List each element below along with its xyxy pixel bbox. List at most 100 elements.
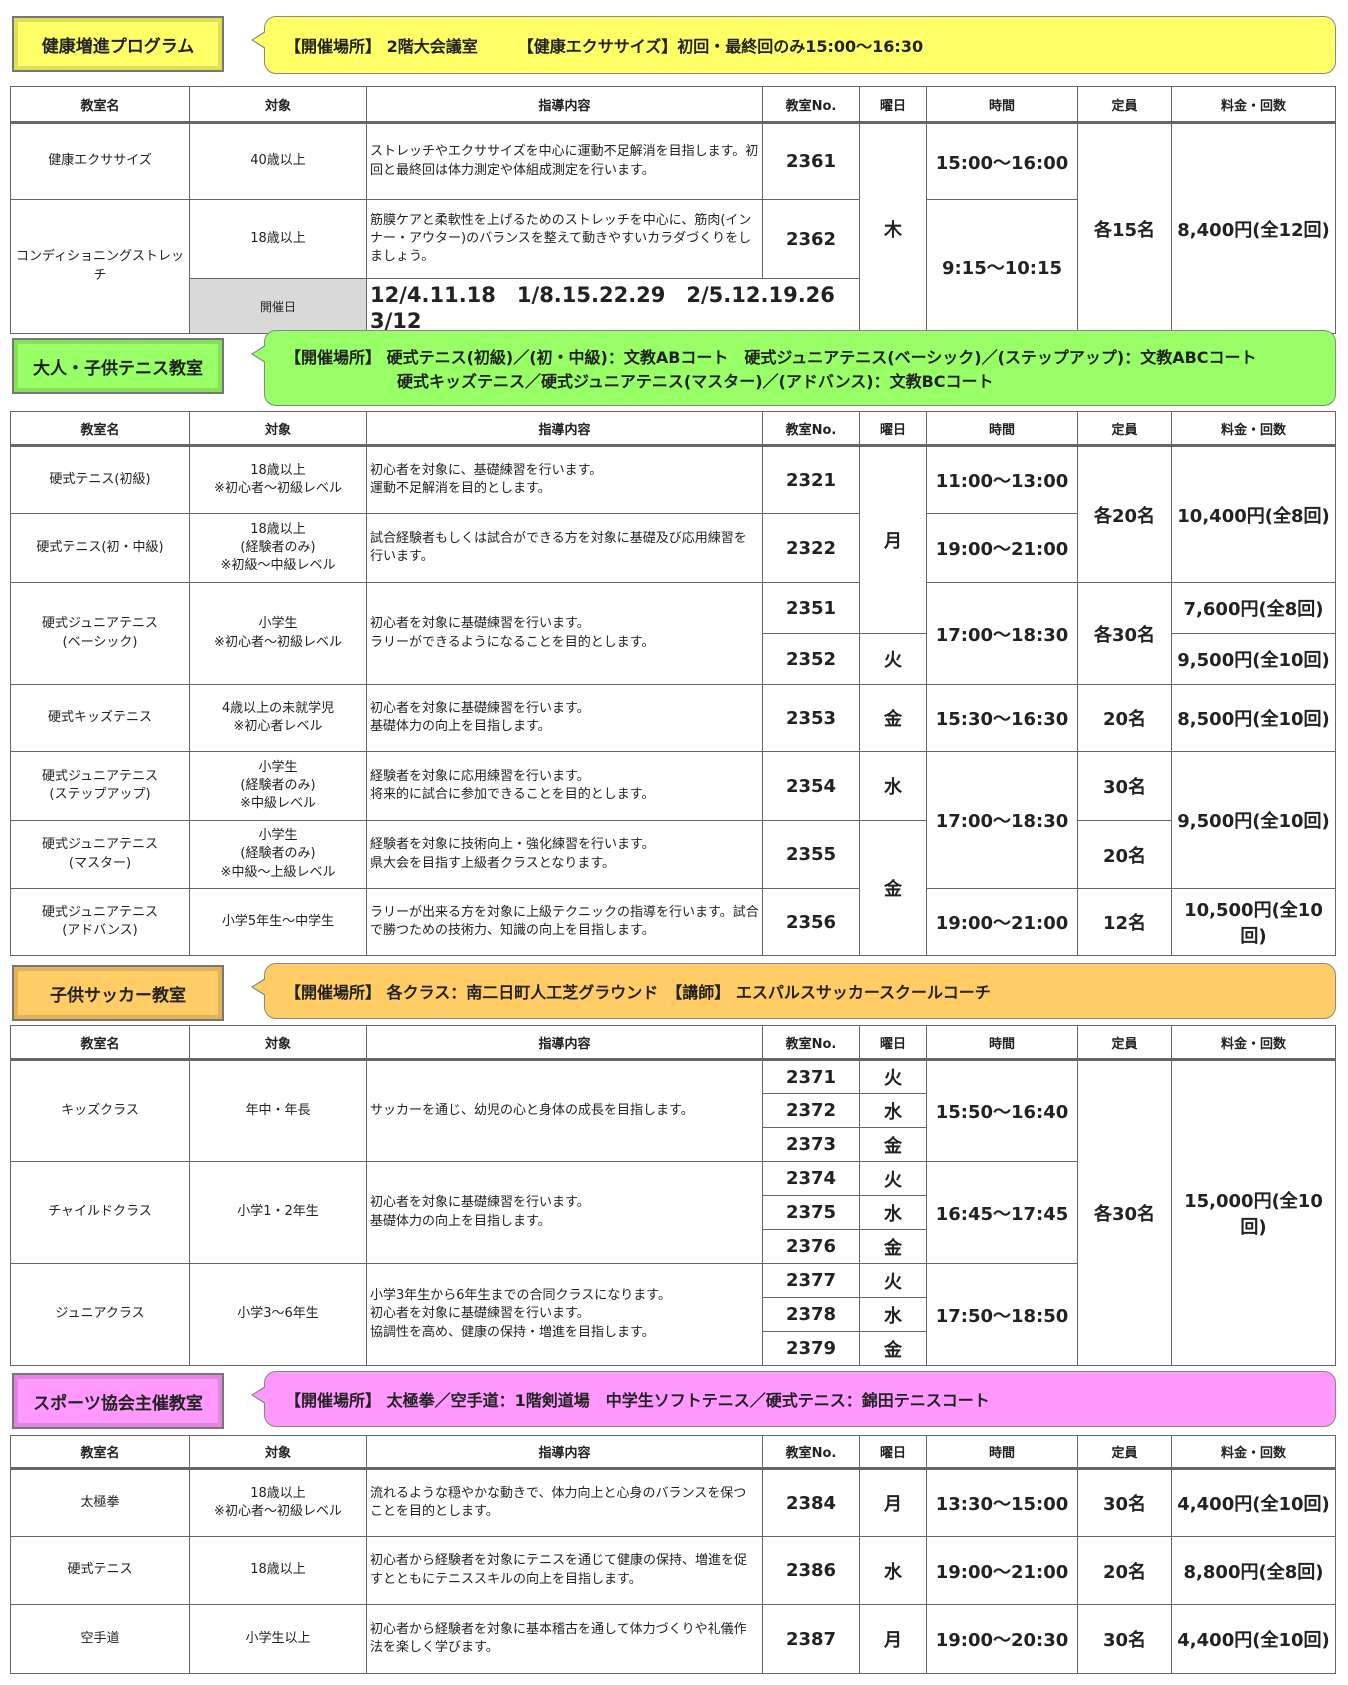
class-name: 硬式テニス(初・中級) [10,513,190,583]
fee: 7,600円(全8回) [1171,582,1336,634]
content: サッカーを通じ、幼児の心と身体の成長を目指します。 [366,1059,763,1162]
header-capacity: 定員 [1077,1025,1172,1060]
capacity: 20名 [1077,684,1172,752]
header-time: 時間 [926,411,1078,446]
time: 19:00～21:00 [926,888,1078,956]
header-target: 対象 [189,1435,367,1469]
target: 年中・年長 [189,1059,367,1162]
content: 経験者を対象に技術向上・強化練習を行います。 県大会を目指す上級者クラスとなりま… [366,820,763,889]
content: 経験者を対象に応用練習を行います。 将来的に試合に参加できることを目的とします。 [366,751,763,821]
class-no: 2379 [762,1331,860,1366]
target: 小学1・2年生 [189,1161,367,1264]
day: 月 [859,445,927,634]
capacity: 各30名 [1077,582,1172,685]
time: 16:45～17:45 [926,1161,1078,1264]
class-name: 硬式キッズテニス [10,684,190,752]
class-no: 2353 [762,684,860,752]
class-no: 2354 [762,751,860,821]
capacity: 各30名 [1077,1059,1172,1366]
day: 木 [859,122,927,334]
class-name: 硬式テニス [10,1536,190,1605]
target: 18歳以上 [189,1536,367,1605]
content: 初心者を対象に基礎練習を行います。 基礎体力の向上を目指します。 [366,684,763,752]
section-info: 【開催場所】 硬式テニス(初級)／(初・中級)：文教ABコート 硬式ジュニアテニ… [251,330,1336,406]
class-name: 硬式ジュニアテニス (アドバンス) [10,888,190,956]
content: 初心者から経験者を対象にテニスを通じて健康の保持、増進を促すとともにテニススキル… [366,1536,763,1605]
content: 流れるような穏やかな動きで、体力向上と心身のバランスを保つことを目的とします。 [366,1468,763,1537]
day: 金 [859,1229,927,1264]
content: 筋膜ケアと柔軟性を上げるためのストレッチを中心に、筋肉(インナー・アウター)のバ… [366,199,763,279]
class-no: 2355 [762,820,860,889]
info-text: 【開催場所】 硬式テニス(初級)／(初・中級)：文教ABコート 硬式ジュニアテニ… [285,348,1257,367]
info-text: 硬式キッズテニス／硬式ジュニアテニス(マスター)／(アドバンス)：文教BCコート [397,372,994,391]
header-day: 曜日 [859,86,927,123]
day: 月 [859,1604,927,1674]
fee: 4,400円(全10回) [1171,1604,1336,1674]
target: 18歳以上 (経験者のみ) ※初級～中級レベル [189,513,367,583]
dates-label: 開催日 [189,278,367,334]
section-info: 【開催場所】 2階大会議室 【健康エクササイズ】初回・最終回のみ15:00～16… [251,16,1336,74]
time: 17:50～18:50 [926,1263,1078,1366]
header-fee: 料金・回数 [1171,86,1336,123]
section-info: 【開催場所】 各クラス：南二日町人工芝グラウンド 【講師】 エスパルスサッカース… [251,963,1336,1019]
target: 4歳以上の未就学児 ※初心者レベル [189,684,367,752]
header-content: 指導内容 [366,1025,763,1060]
fee: 8,800円(全8回) [1171,1536,1336,1605]
class-name: 空手道 [10,1604,190,1674]
sports-association-table: 教室名 対象 指導内容 教室No. 曜日 時間 定員 料金・回数 太極拳 18歳以上 ※初心者～… [10,1435,1336,1674]
info-text: 【開催場所】 太極拳／空手道：1階剣道場 中学生ソフトテニス／硬式テニス：錦田テ… [285,1391,990,1410]
time: 19:00～21:00 [926,1536,1078,1605]
day: 金 [859,1331,927,1366]
header-content: 指導内容 [366,1435,763,1469]
time: 19:00～20:30 [926,1604,1078,1674]
class-name: 硬式ジュニアテニス (マスター) [10,820,190,889]
header-name: 教室名 [10,1025,190,1060]
info-text: 【開催場所】 各クラス：南二日町人工芝グラウンド 【講師】 エスパルスサッカース… [285,983,991,1002]
header-name: 教室名 [10,411,190,446]
target: 18歳以上 ※初心者～初級レベル [189,1468,367,1537]
class-name: 硬式テニス(初級) [10,445,190,514]
fee: 15,000円(全10回) [1171,1059,1336,1366]
day: 火 [859,633,927,685]
class-name: コンディショニングストレッチ [10,199,190,334]
class-no: 2387 [762,1604,860,1674]
header-name: 教室名 [10,1435,190,1469]
target: 小学生 (経験者のみ) ※中級レベル [189,751,367,821]
fee: 9,500円(全10回) [1171,751,1336,889]
header-capacity: 定員 [1077,86,1172,123]
header-no: 教室No. [762,86,860,123]
content: ストレッチやエクササイズを中心に運動不足解消を目指します。初回と最終回は体力測定… [366,122,763,200]
content: 初心者を対象に基礎練習を行います。 基礎体力の向上を目指します。 [366,1161,763,1264]
content: 試合経験者もしくは試合ができる方を対象に基礎及び応用練習を行います。 [366,513,763,583]
time: 11:00～13:00 [926,445,1078,514]
class-name: チャイルドクラス [10,1161,190,1264]
time: 15:00～16:00 [926,122,1078,200]
class-no: 2362 [762,199,860,279]
class-no: 2356 [762,888,860,956]
day: 月 [859,1468,927,1537]
header-fee: 料金・回数 [1171,1025,1336,1060]
class-no: 2384 [762,1468,860,1537]
capacity: 30名 [1077,1604,1172,1674]
time: 19:00～21:00 [926,513,1078,583]
section-title: スポーツ協会主催教室 [12,1373,224,1429]
class-no: 2361 [762,122,860,200]
capacity: 各20名 [1077,445,1172,583]
header-target: 対象 [189,1025,367,1060]
section-title: 子供サッカー教室 [12,965,224,1021]
class-no: 2373 [762,1127,860,1162]
fee: 10,500円(全10回) [1171,888,1336,956]
target: 小学生以上 [189,1604,367,1674]
header-day: 曜日 [859,1435,927,1469]
class-no: 2322 [762,513,860,583]
header-time: 時間 [926,86,1078,123]
target: 18歳以上 [189,199,367,279]
time: 17:00～18:30 [926,751,1078,889]
class-no: 2372 [762,1093,860,1128]
soccer-table: 教室名 対象 指導内容 教室No. 曜日 時間 定員 料金・回数 キッズクラス 年中・年長 サッカ… [10,1025,1336,1366]
health-table: 教室名 対象 指導内容 教室No. 曜日 時間 定員 料金・回数 健康エクササイズ 40歳以上ス… [10,86,1336,334]
day: 火 [859,1263,927,1298]
time: 15:30～16:30 [926,684,1078,752]
content: 初心者を対象に基礎練習を行います。 ラリーができるようになることを目的とします。 [366,582,763,685]
day: 水 [859,1297,927,1332]
